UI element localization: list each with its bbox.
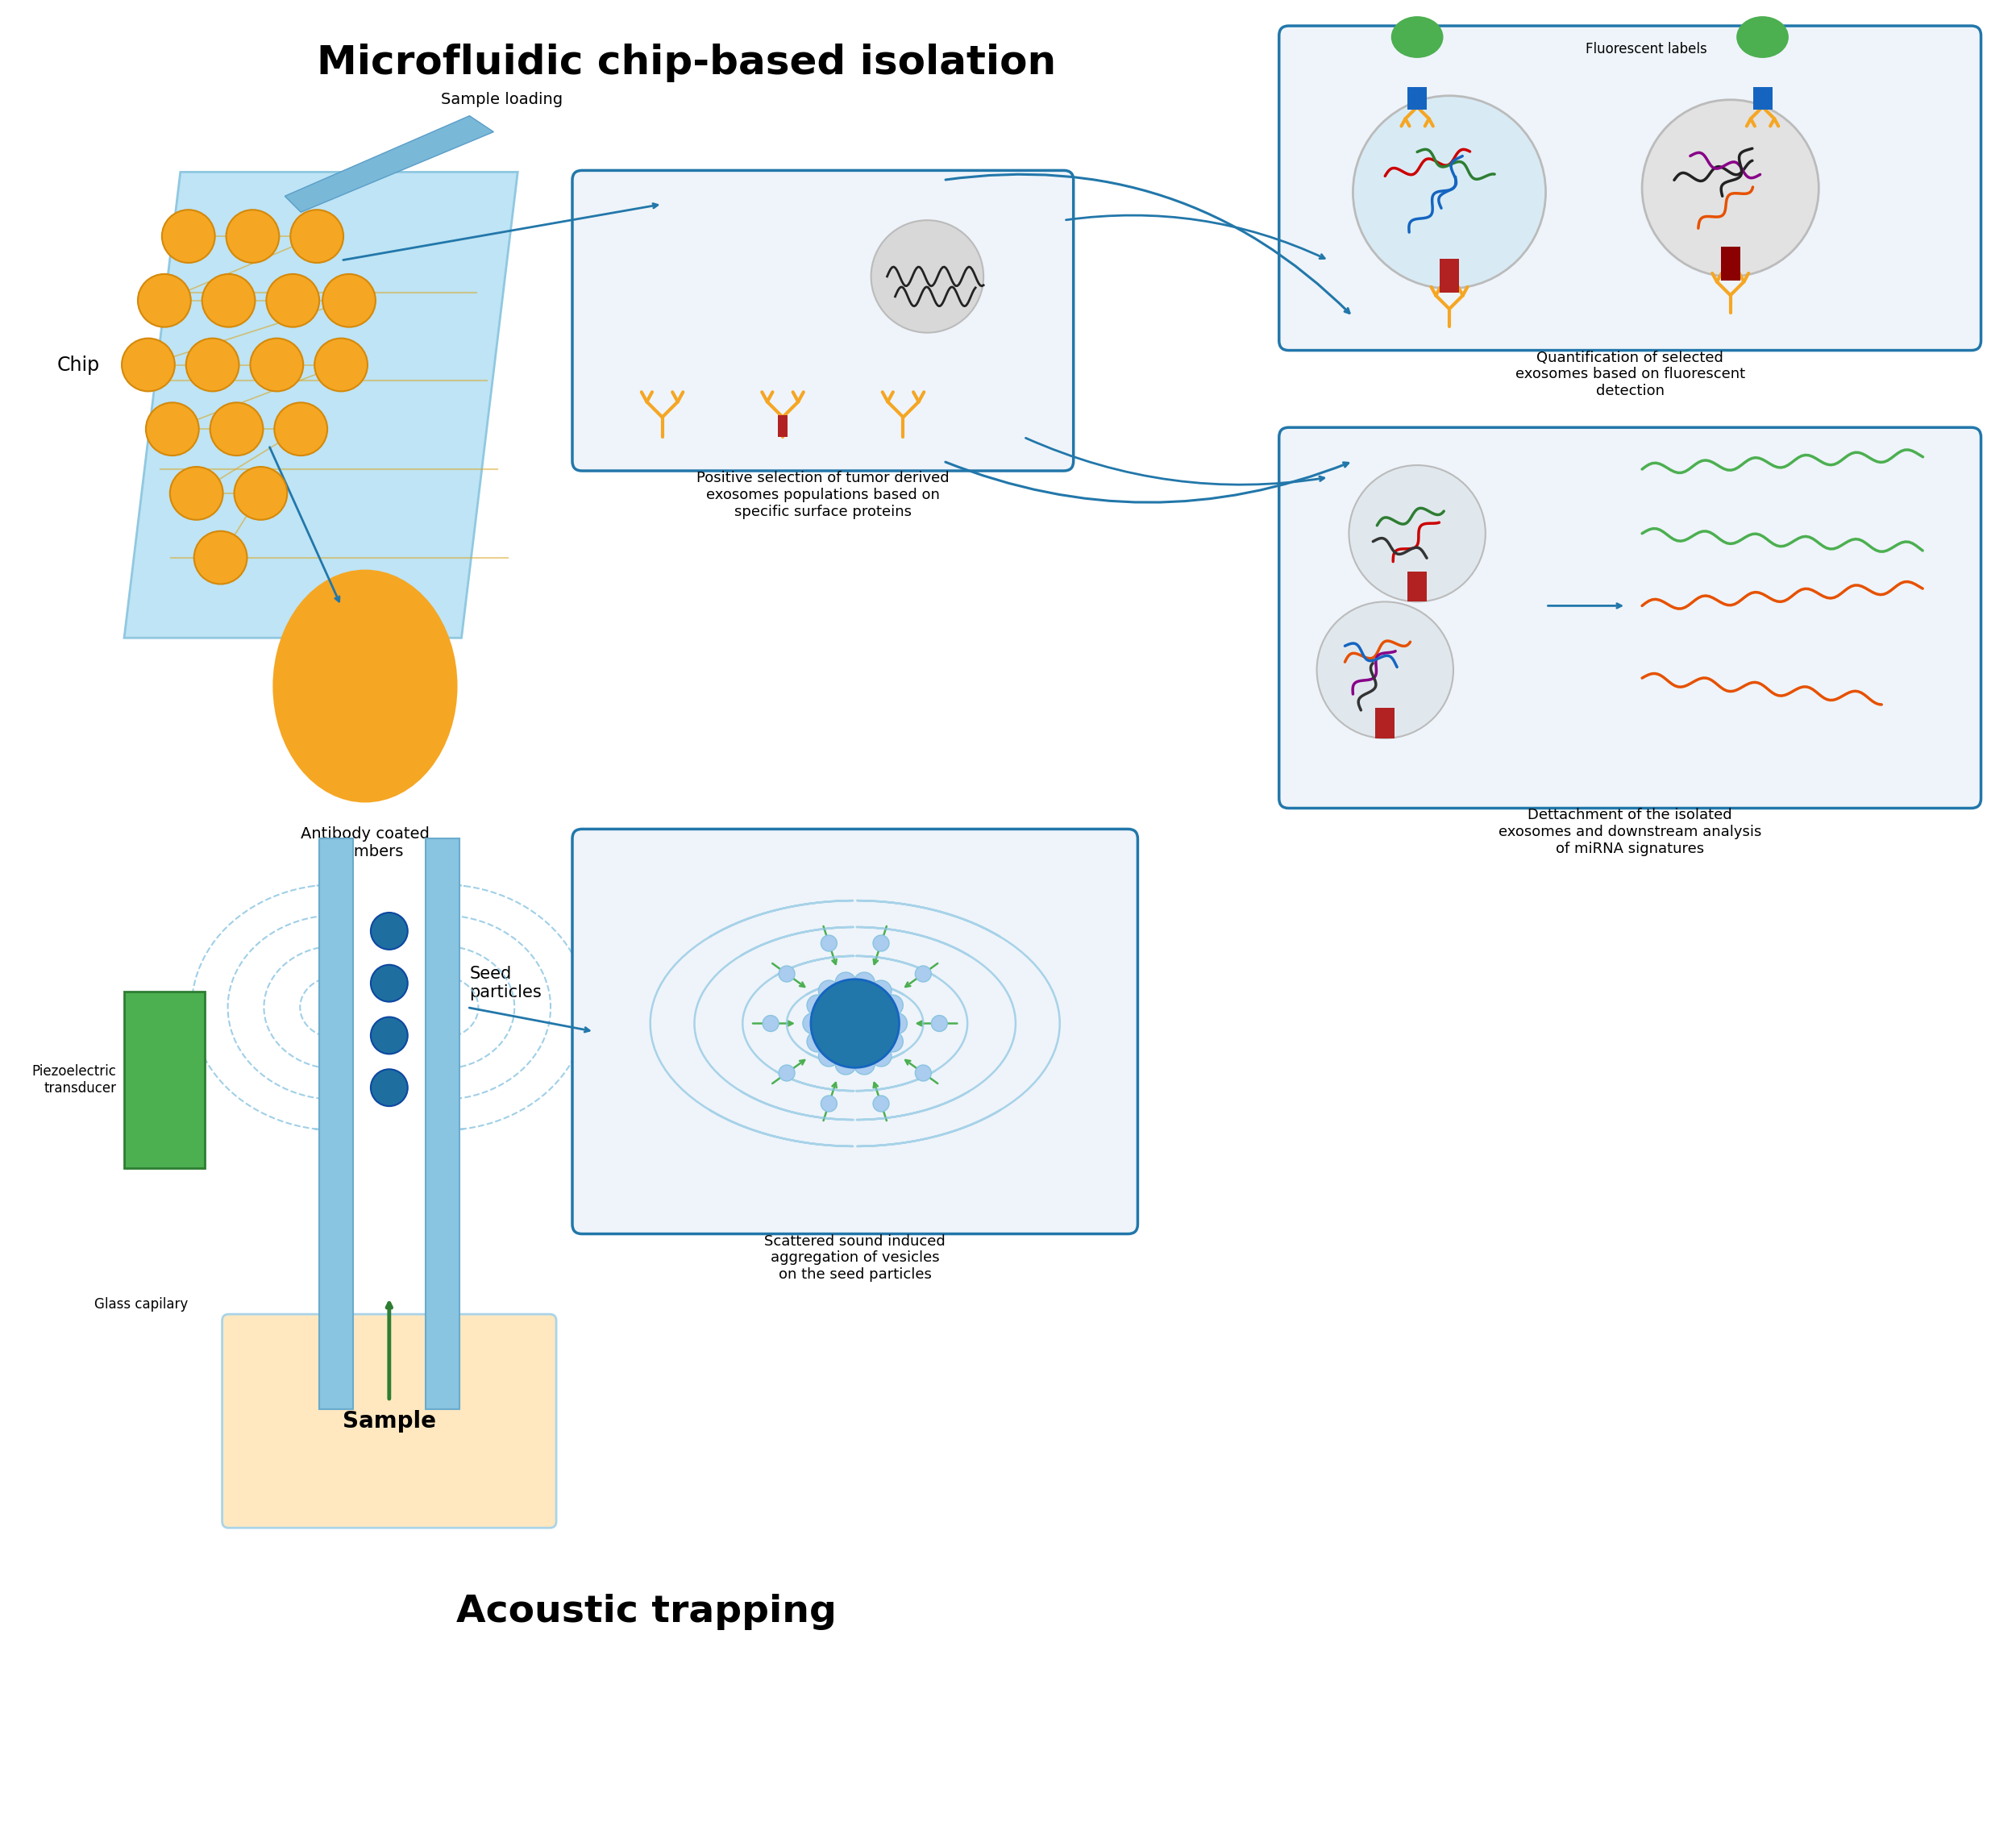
FancyBboxPatch shape: [1278, 428, 1982, 809]
Circle shape: [290, 210, 343, 264]
Circle shape: [1643, 101, 1818, 276]
Circle shape: [762, 1016, 778, 1032]
Circle shape: [1316, 602, 1454, 737]
Text: Sample: Sample: [343, 1409, 435, 1433]
Circle shape: [161, 210, 216, 264]
Bar: [778, 415, 788, 437]
Circle shape: [266, 274, 319, 328]
Circle shape: [845, 990, 865, 1012]
Circle shape: [931, 1016, 948, 1032]
Text: Sample loading: Sample loading: [442, 92, 562, 108]
Text: Glass capilary: Glass capilary: [95, 1297, 187, 1312]
Text: Microfluidic chip-based isolation: Microfluidic chip-based isolation: [317, 44, 1056, 82]
Circle shape: [250, 339, 302, 392]
Circle shape: [915, 1065, 931, 1082]
Circle shape: [802, 1014, 825, 1034]
Circle shape: [234, 467, 286, 520]
Circle shape: [873, 935, 889, 952]
Circle shape: [371, 1017, 407, 1054]
Circle shape: [185, 339, 240, 392]
Circle shape: [855, 972, 875, 994]
Circle shape: [887, 1014, 907, 1034]
FancyBboxPatch shape: [222, 1314, 556, 1528]
Circle shape: [835, 972, 857, 994]
Ellipse shape: [1736, 16, 1788, 59]
Ellipse shape: [272, 569, 458, 803]
Circle shape: [371, 1069, 407, 1105]
Ellipse shape: [1391, 16, 1443, 59]
Bar: [1375, 708, 1395, 737]
Text: Fluorescent labels: Fluorescent labels: [1585, 42, 1708, 57]
Circle shape: [835, 1054, 857, 1074]
Text: Seed
particles: Seed particles: [470, 966, 542, 1001]
Circle shape: [806, 996, 829, 1016]
Bar: [125, 992, 204, 1168]
Circle shape: [210, 403, 264, 456]
Circle shape: [873, 1096, 889, 1111]
Circle shape: [823, 1014, 843, 1034]
Circle shape: [202, 274, 256, 328]
Polygon shape: [284, 115, 494, 212]
Circle shape: [915, 966, 931, 983]
Circle shape: [1349, 465, 1486, 602]
Circle shape: [226, 210, 278, 264]
Text: Piezoelectric
transducer: Piezoelectric transducer: [32, 1063, 117, 1096]
Text: Antibody coated
chambers: Antibody coated chambers: [300, 827, 429, 860]
Circle shape: [810, 979, 899, 1067]
Circle shape: [371, 964, 407, 1001]
Circle shape: [821, 1096, 837, 1111]
Text: Acoustic trapping: Acoustic trapping: [456, 1594, 837, 1631]
Text: Quantification of selected
exosomes based on fluorescent
detection: Quantification of selected exosomes base…: [1516, 350, 1746, 399]
Circle shape: [883, 996, 903, 1016]
Circle shape: [883, 1030, 903, 1052]
Bar: [1407, 86, 1427, 110]
Circle shape: [871, 220, 984, 333]
FancyBboxPatch shape: [1278, 26, 1982, 350]
Circle shape: [778, 1065, 794, 1082]
Bar: [1752, 86, 1772, 110]
FancyBboxPatch shape: [573, 170, 1073, 470]
Circle shape: [871, 1045, 891, 1067]
Text: Scattered sound induced
aggregation of vesicles
on the seed particles: Scattered sound induced aggregation of v…: [764, 1233, 946, 1283]
Circle shape: [821, 935, 837, 952]
Circle shape: [829, 1028, 849, 1050]
Circle shape: [1353, 95, 1546, 289]
Circle shape: [323, 274, 375, 328]
Text: Positive selection of tumor derived
exosomes populations based on
specific surfa: Positive selection of tumor derived exos…: [696, 470, 950, 520]
Circle shape: [274, 403, 327, 456]
Circle shape: [145, 403, 200, 456]
Circle shape: [314, 339, 367, 392]
Bar: [425, 838, 460, 1409]
Circle shape: [818, 1045, 839, 1067]
Circle shape: [194, 531, 248, 584]
Circle shape: [871, 981, 891, 1001]
Circle shape: [861, 1028, 881, 1050]
Circle shape: [806, 1030, 829, 1052]
Text: Chip: Chip: [56, 355, 101, 375]
Circle shape: [121, 339, 175, 392]
Circle shape: [829, 997, 849, 1017]
Circle shape: [778, 966, 794, 983]
Bar: [319, 838, 353, 1409]
Circle shape: [169, 467, 224, 520]
Circle shape: [818, 981, 839, 1001]
FancyBboxPatch shape: [573, 829, 1137, 1233]
Text: Dettachment of the isolated
exosomes and downstream analysis
of miRNA signatures: Dettachment of the isolated exosomes and…: [1498, 809, 1762, 856]
Polygon shape: [125, 172, 518, 639]
Circle shape: [855, 1054, 875, 1074]
Bar: [1439, 258, 1460, 293]
Bar: [1722, 247, 1740, 280]
Circle shape: [861, 997, 881, 1017]
Bar: [1407, 571, 1427, 602]
Circle shape: [845, 1036, 865, 1056]
Circle shape: [371, 913, 407, 950]
Circle shape: [137, 274, 192, 328]
Circle shape: [867, 1014, 887, 1034]
